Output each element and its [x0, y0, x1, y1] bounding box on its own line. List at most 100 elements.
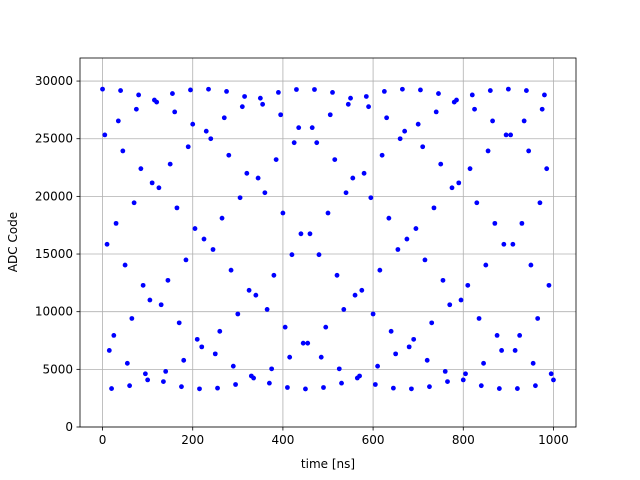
point [316, 252, 322, 258]
point [138, 166, 144, 172]
point [442, 368, 448, 374]
x-axis-label: time [ns] [301, 457, 355, 471]
point [127, 383, 132, 389]
point [251, 375, 256, 381]
point [490, 118, 495, 124]
point [170, 91, 175, 96]
point [129, 316, 135, 321]
point [352, 292, 358, 298]
point [336, 366, 342, 372]
point [427, 384, 432, 390]
point [273, 157, 279, 163]
point [404, 236, 410, 242]
point [201, 236, 207, 242]
point [291, 140, 297, 146]
point [124, 360, 130, 366]
point [542, 92, 547, 98]
x-tick-label: 600 [362, 433, 385, 447]
point [447, 302, 453, 308]
point [208, 136, 214, 142]
point [253, 292, 259, 298]
point [510, 241, 516, 247]
point [496, 386, 502, 391]
point [255, 175, 261, 181]
y-axis-label: ADC Code [6, 212, 20, 272]
point [481, 360, 486, 366]
x-tick-label: 200 [181, 433, 204, 447]
point [379, 152, 385, 158]
point [418, 87, 423, 93]
point [111, 332, 117, 338]
point [519, 220, 525, 226]
point [161, 379, 166, 385]
point [115, 118, 121, 124]
x-tick-label: 0 [99, 433, 107, 447]
point [503, 132, 509, 138]
point [330, 90, 335, 95]
y-tick-label: 15000 [35, 247, 73, 261]
point [285, 385, 290, 390]
point [303, 386, 308, 392]
point [517, 332, 523, 338]
point [535, 316, 541, 321]
point [332, 157, 338, 163]
point [393, 351, 399, 357]
point [174, 205, 180, 211]
point [422, 257, 428, 263]
point [440, 277, 446, 283]
point [368, 195, 374, 201]
point [501, 241, 507, 247]
point [348, 95, 353, 101]
point [551, 377, 556, 383]
point [156, 185, 162, 191]
point [219, 215, 225, 221]
point [327, 112, 333, 118]
point [436, 91, 441, 96]
point [226, 152, 232, 158]
point [323, 324, 329, 330]
point [246, 287, 252, 293]
point [318, 354, 324, 360]
point [122, 262, 128, 268]
point [433, 109, 439, 115]
point [179, 384, 184, 390]
point [165, 277, 171, 283]
y-tick-label: 20000 [35, 189, 73, 203]
point [524, 88, 529, 93]
point [269, 366, 275, 372]
point [194, 336, 200, 342]
point [305, 340, 311, 346]
point [411, 336, 417, 342]
point [106, 348, 112, 353]
point [118, 88, 123, 93]
point [370, 311, 376, 317]
axes: 0 200 400 600 800 100005000100001500020000250… [35, 74, 569, 447]
point [100, 86, 105, 92]
point [537, 200, 543, 206]
point [203, 128, 209, 134]
point [300, 340, 306, 346]
point [271, 272, 277, 278]
point [449, 185, 455, 191]
point [494, 332, 500, 338]
point [215, 385, 220, 391]
point [237, 195, 243, 201]
point [307, 231, 313, 237]
point [185, 144, 191, 150]
point [476, 316, 482, 321]
point [113, 220, 119, 226]
point [485, 148, 491, 154]
point [167, 161, 173, 167]
point [388, 328, 394, 334]
point [363, 94, 369, 99]
point [199, 344, 205, 350]
point [298, 231, 304, 237]
point [244, 170, 250, 176]
point [158, 302, 164, 308]
point [147, 297, 153, 303]
point [544, 166, 550, 172]
point [343, 190, 349, 196]
point [530, 360, 536, 366]
point [521, 118, 527, 124]
